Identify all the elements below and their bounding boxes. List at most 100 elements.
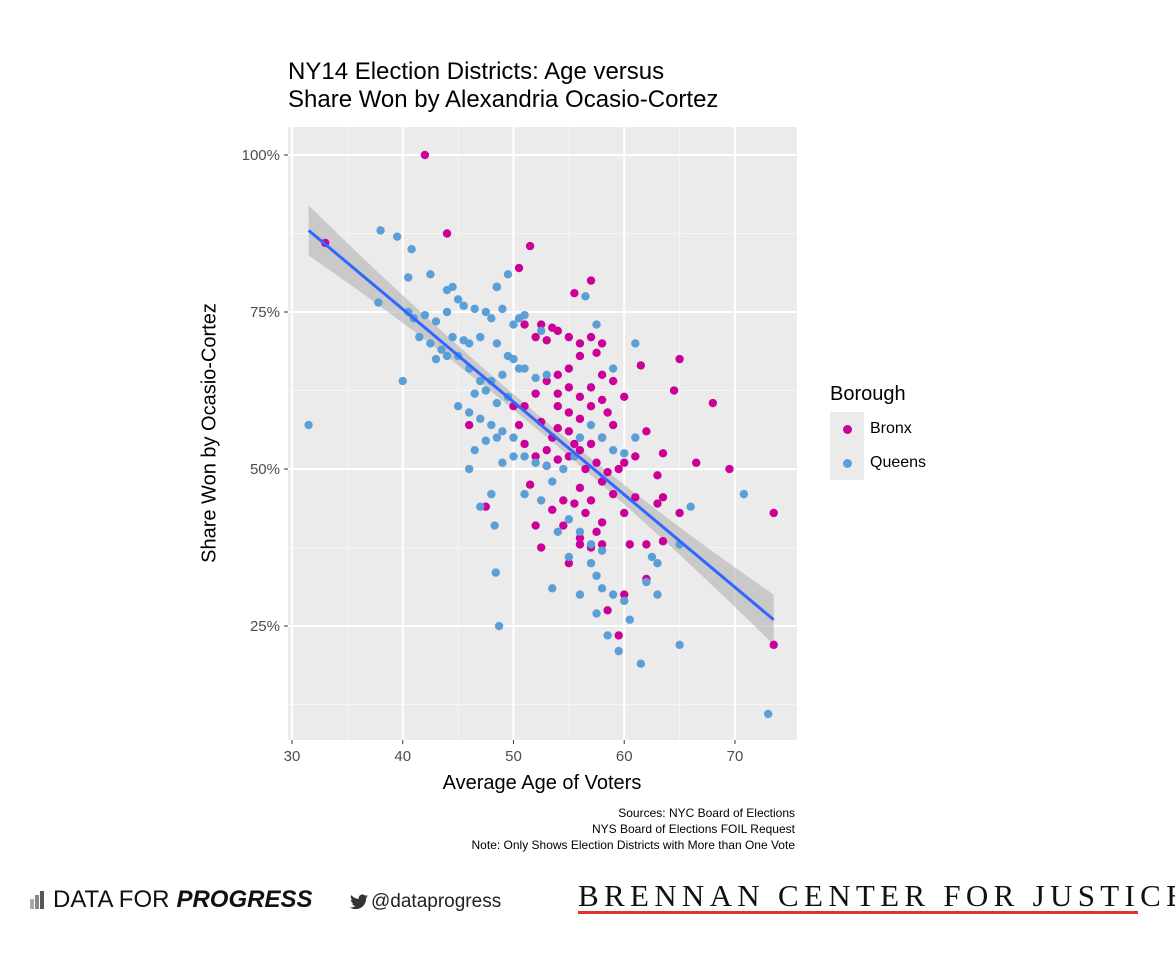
point-queens xyxy=(476,414,485,423)
twitter-handle-text: @dataprogress xyxy=(371,891,502,912)
point-bronx xyxy=(575,533,585,543)
point-queens xyxy=(564,515,574,524)
point-queens xyxy=(487,314,496,323)
point-queens xyxy=(426,270,435,279)
point-queens xyxy=(492,398,502,408)
point-bronx xyxy=(608,420,618,430)
point-bronx xyxy=(620,590,629,599)
legend-label-queens: Queens xyxy=(870,454,927,471)
point-bronx xyxy=(586,276,596,285)
point-queens xyxy=(404,273,413,282)
point-queens xyxy=(586,420,596,430)
point-bronx xyxy=(531,521,540,530)
point-bronx xyxy=(603,408,612,417)
point-bronx xyxy=(581,464,590,474)
point-queens xyxy=(481,386,490,395)
source-line-1: Sources: NYC Board of Elections xyxy=(618,806,795,820)
point-queens xyxy=(520,364,529,373)
point-bronx xyxy=(642,427,651,436)
point-queens xyxy=(642,577,651,587)
point-queens xyxy=(548,584,557,593)
point-bronx xyxy=(548,505,557,515)
point-bronx xyxy=(564,332,574,342)
x-tick-label: 30 xyxy=(284,748,301,765)
source-line-3: Note: Only Shows Election Districts with… xyxy=(471,838,795,852)
twitter-bird-icon xyxy=(350,894,368,910)
point-bronx xyxy=(531,332,540,342)
point-bronx xyxy=(608,489,618,499)
point-queens xyxy=(520,310,529,320)
point-queens xyxy=(498,370,507,380)
point-queens xyxy=(376,226,385,235)
point-bronx xyxy=(769,508,778,518)
point-bronx xyxy=(658,449,668,458)
point-queens xyxy=(374,298,383,307)
point-bronx xyxy=(625,540,634,549)
point-bronx xyxy=(575,445,585,455)
point-bronx xyxy=(464,420,474,430)
point-queens xyxy=(503,270,513,279)
point-bronx xyxy=(514,263,524,273)
point-bronx xyxy=(531,452,540,461)
point-bronx xyxy=(597,339,607,348)
point-bronx xyxy=(536,320,546,329)
point-bronx xyxy=(581,508,590,518)
point-queens xyxy=(581,292,590,301)
point-queens xyxy=(459,301,468,310)
point-bronx xyxy=(658,537,668,546)
point-queens xyxy=(675,640,684,650)
point-bronx xyxy=(442,229,452,238)
point-bronx xyxy=(564,408,574,417)
point-queens xyxy=(453,295,463,304)
point-queens xyxy=(420,310,430,320)
point-bronx xyxy=(553,389,562,398)
legend-label-bronx: Bronx xyxy=(870,420,912,437)
x-tick-label: 60 xyxy=(616,748,633,765)
point-queens xyxy=(476,332,485,342)
point-bronx xyxy=(669,386,679,395)
point-queens xyxy=(520,452,529,461)
point-queens xyxy=(553,527,562,537)
point-queens xyxy=(487,489,496,499)
point-queens xyxy=(592,320,601,329)
point-bronx xyxy=(559,521,568,530)
point-bronx xyxy=(653,471,662,480)
point-bronx xyxy=(575,483,585,493)
point-queens xyxy=(531,458,540,467)
point-queens xyxy=(592,609,601,618)
dfp-prefix: DATA FOR xyxy=(53,886,170,913)
legend: Borough Bronx Queens xyxy=(830,383,926,480)
point-queens xyxy=(492,339,502,348)
point-queens xyxy=(542,370,551,380)
point-queens xyxy=(498,304,507,314)
point-bronx xyxy=(514,420,524,430)
point-bronx xyxy=(564,364,574,373)
point-bronx xyxy=(631,452,640,461)
point-bronx xyxy=(620,392,629,401)
point-bronx xyxy=(542,376,551,386)
point-bronx xyxy=(658,493,668,502)
point-queens xyxy=(636,659,646,668)
point-bronx xyxy=(564,559,574,568)
regression-line xyxy=(307,229,775,621)
y-axis-label: Share Won by Ocasio-Cortez xyxy=(198,303,221,563)
point-bronx xyxy=(553,455,562,464)
point-queens xyxy=(407,245,416,254)
point-bronx xyxy=(620,458,629,467)
point-bronx xyxy=(525,241,535,251)
point-queens xyxy=(608,445,618,455)
point-bronx xyxy=(631,493,640,502)
point-queens xyxy=(548,477,557,486)
point-bronx xyxy=(525,480,535,489)
point-bronx xyxy=(597,540,607,549)
point-queens xyxy=(542,461,551,471)
point-bronx xyxy=(603,467,612,477)
point-queens xyxy=(476,376,485,386)
point-bronx xyxy=(608,376,618,386)
point-bronx xyxy=(675,354,684,364)
point-bronx xyxy=(420,150,430,160)
bronx-dot-icon xyxy=(842,424,852,434)
point-bronx xyxy=(614,464,623,474)
point-queens xyxy=(625,615,634,624)
